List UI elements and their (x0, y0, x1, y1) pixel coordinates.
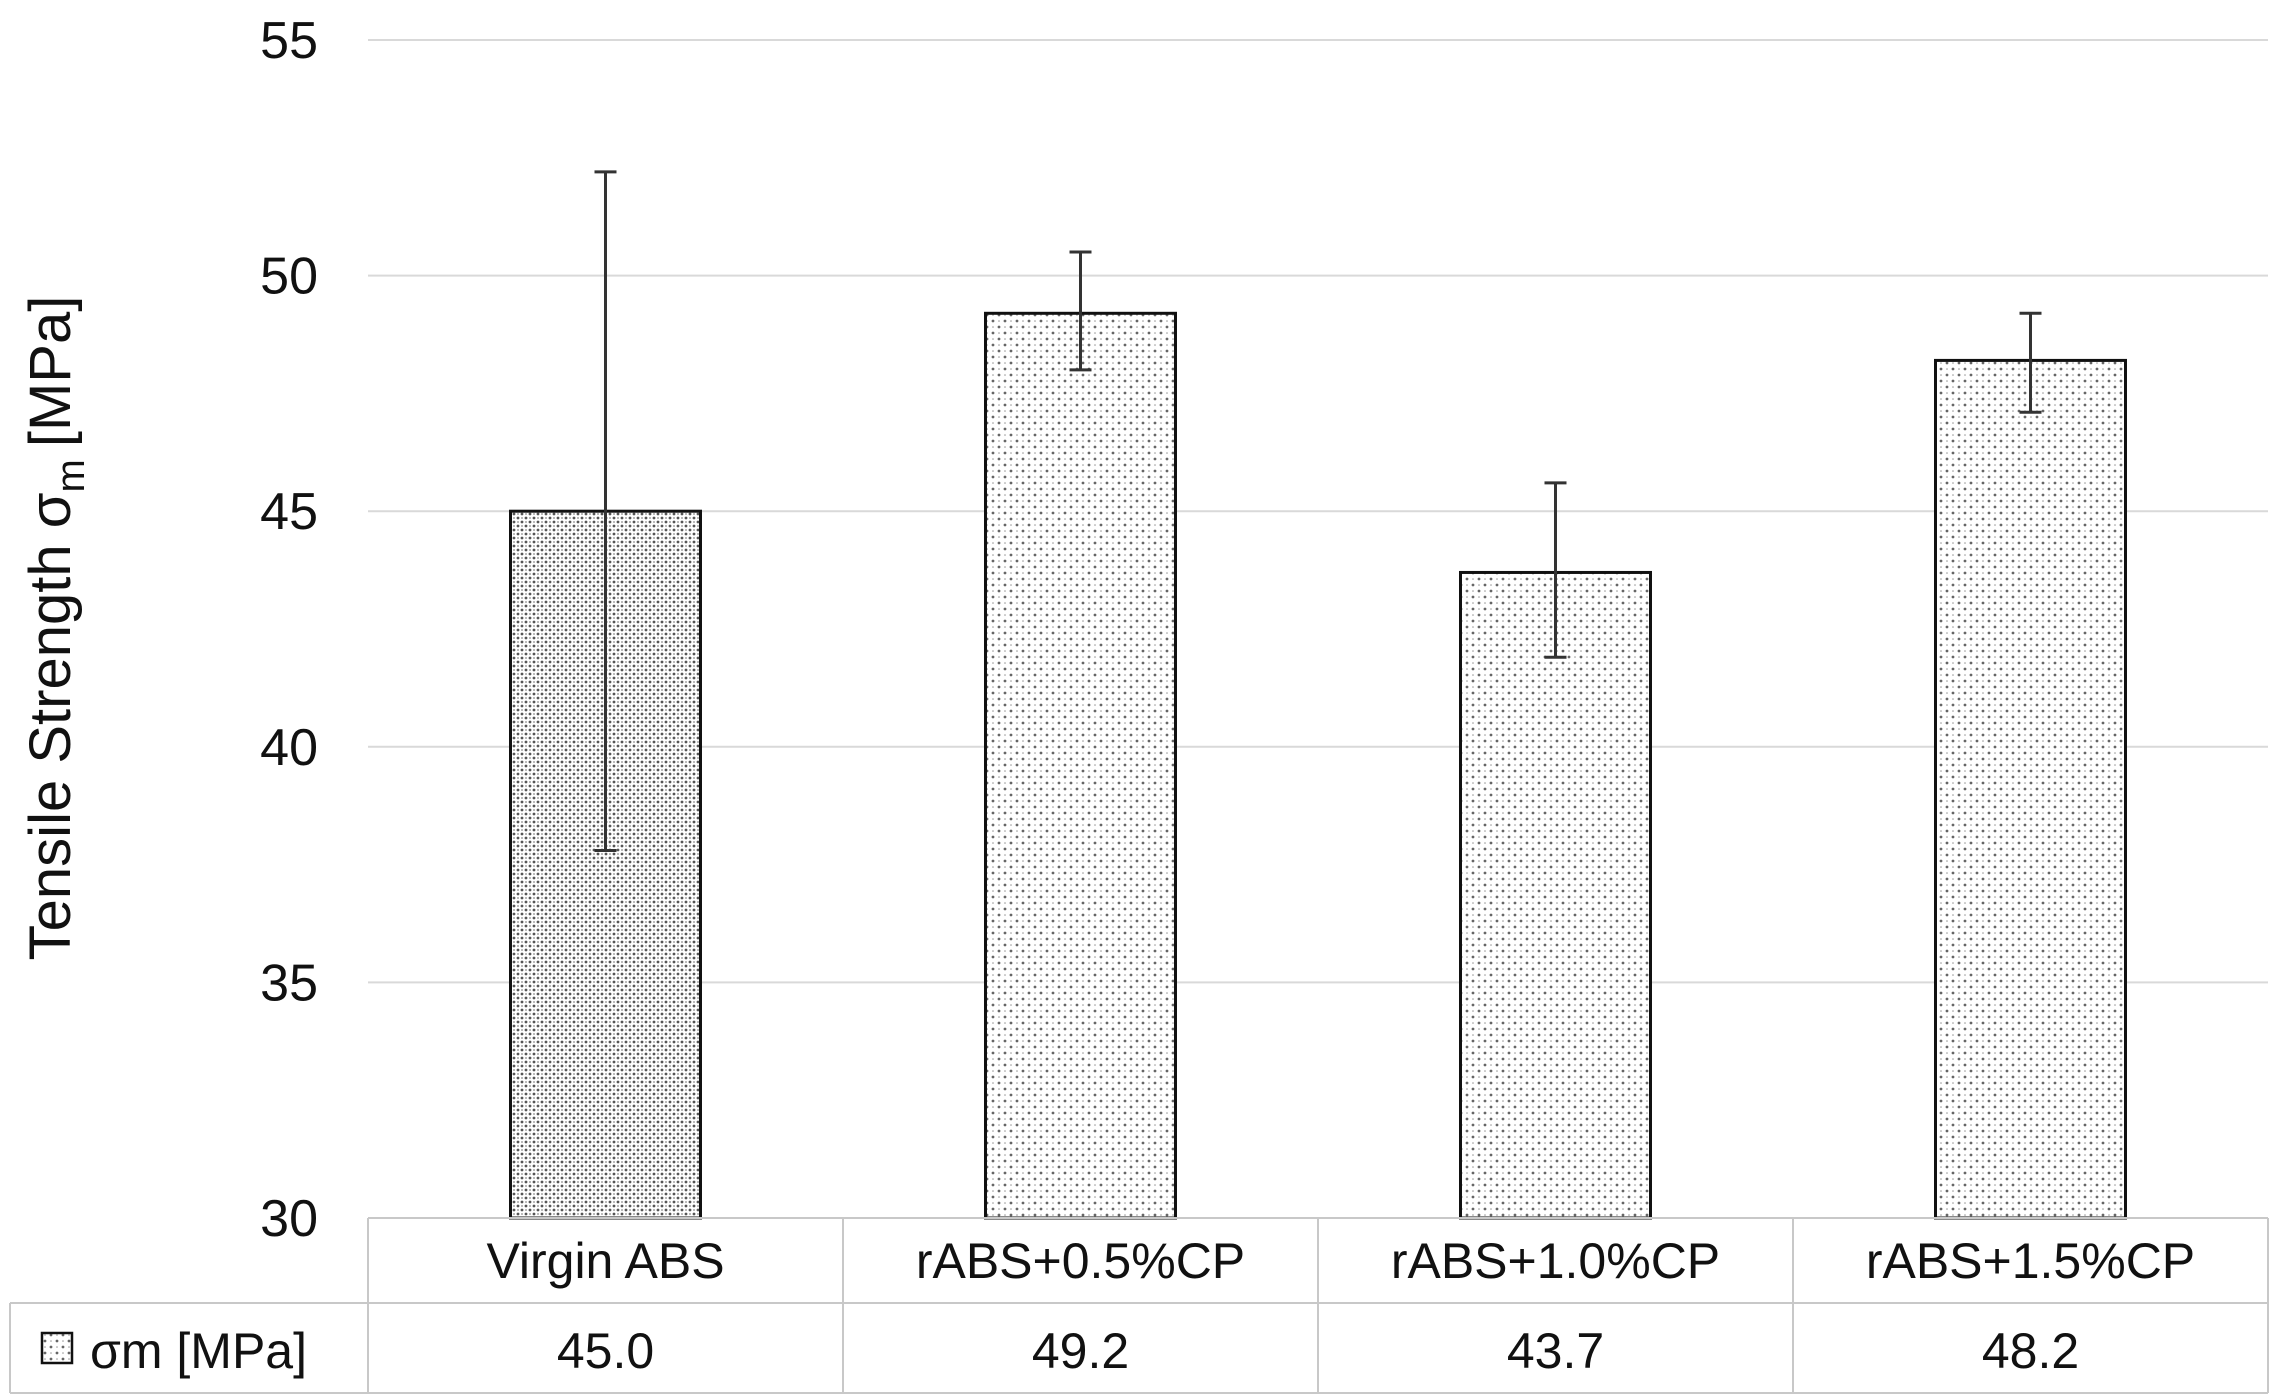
category-label-4: rABS+1.5%CP (1866, 1233, 2195, 1289)
y-tick-label: 55 (260, 12, 318, 70)
y-tick-label: 45 (260, 483, 318, 541)
y-axis-title: Tensile Strength σm [MPa] (18, 296, 93, 961)
y-tick-label: 30 (260, 1190, 318, 1248)
y-axis-title-main: Tensile Strength σ (18, 493, 83, 961)
bar-4 (1934, 358, 2127, 1220)
data-table: Virgin ABS 45.0 rABS+0.5%CP 49.2 rABS+1.0%CP… (9, 1217, 2269, 1394)
data-value-4: 48.2 (1982, 1323, 2079, 1379)
category-label-2: rABS+0.5%CP (916, 1233, 1245, 1289)
legend-label: σm [MPa] (90, 1323, 307, 1379)
y-tick-label: 50 (260, 248, 318, 306)
bar-3 (1459, 570, 1652, 1220)
category-label-3: rABS+1.0%CP (1391, 1233, 1720, 1289)
y-tick-label: 35 (260, 954, 318, 1012)
y-tick-label: 40 (260, 719, 318, 777)
y-axis-title-subscript: m (49, 459, 93, 492)
category-label-1: Virgin ABS (486, 1233, 724, 1289)
bar-2 (984, 311, 1177, 1220)
legend-swatch (40, 1331, 74, 1365)
y-tick-labels: 30 35 40 45 50 55 (260, 12, 318, 1248)
bars (509, 311, 2127, 1220)
error-bars (594, 170, 2042, 852)
y-axis-title-unit: [MPa] (18, 296, 83, 448)
data-value-1: 45.0 (557, 1323, 654, 1379)
data-value-2: 49.2 (1032, 1323, 1129, 1379)
data-value-3: 43.7 (1507, 1323, 1604, 1379)
